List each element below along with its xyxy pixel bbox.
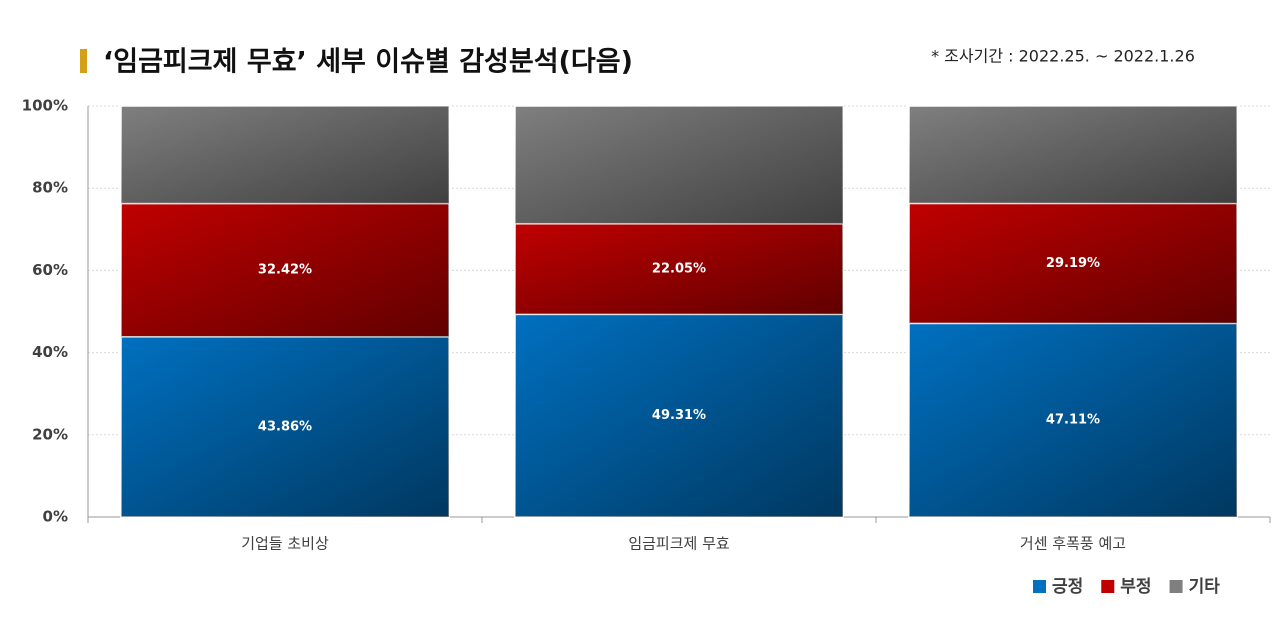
legend-label: 기타 <box>1189 577 1221 597</box>
y-tick-label: 80% <box>32 179 68 197</box>
chart-subtitle: * 조사기간 : 2022.25. ~ 2022.1.26 <box>931 47 1195 66</box>
legend-swatch <box>1169 580 1183 593</box>
x-tick-label: 기업들 초비상 <box>241 535 329 553</box>
legend-label: 부정 <box>1120 577 1151 597</box>
data-label: 49.31% <box>652 408 706 423</box>
y-tick-label: 40% <box>32 343 68 361</box>
title-marker <box>80 49 87 73</box>
bar-segment <box>514 105 844 225</box>
x-tick-label: 임금피크제 무효 <box>628 535 730 553</box>
data-label: 43.86% <box>258 419 312 434</box>
data-label: 22.05% <box>652 262 706 277</box>
legend-swatch <box>1101 580 1115 593</box>
y-tick-label: 60% <box>32 261 68 279</box>
data-label: 32.42% <box>258 263 312 278</box>
bar-segment <box>908 105 1238 205</box>
data-label: 29.19% <box>1046 256 1100 271</box>
y-tick-label: 20% <box>32 425 68 443</box>
legend-label: 긍정 <box>1052 577 1083 597</box>
y-tick-label: 0% <box>43 508 68 526</box>
chart-title: ‘임금피크제 무효’ 세부 이슈별 감성분석(다음) <box>103 47 633 78</box>
x-tick-label: 거센 후폭풍 예고 <box>1020 535 1126 553</box>
legend-swatch <box>1033 580 1046 593</box>
data-label: 47.11% <box>1046 413 1100 428</box>
y-tick-label: 100% <box>22 97 68 115</box>
bar-segment <box>120 105 450 205</box>
